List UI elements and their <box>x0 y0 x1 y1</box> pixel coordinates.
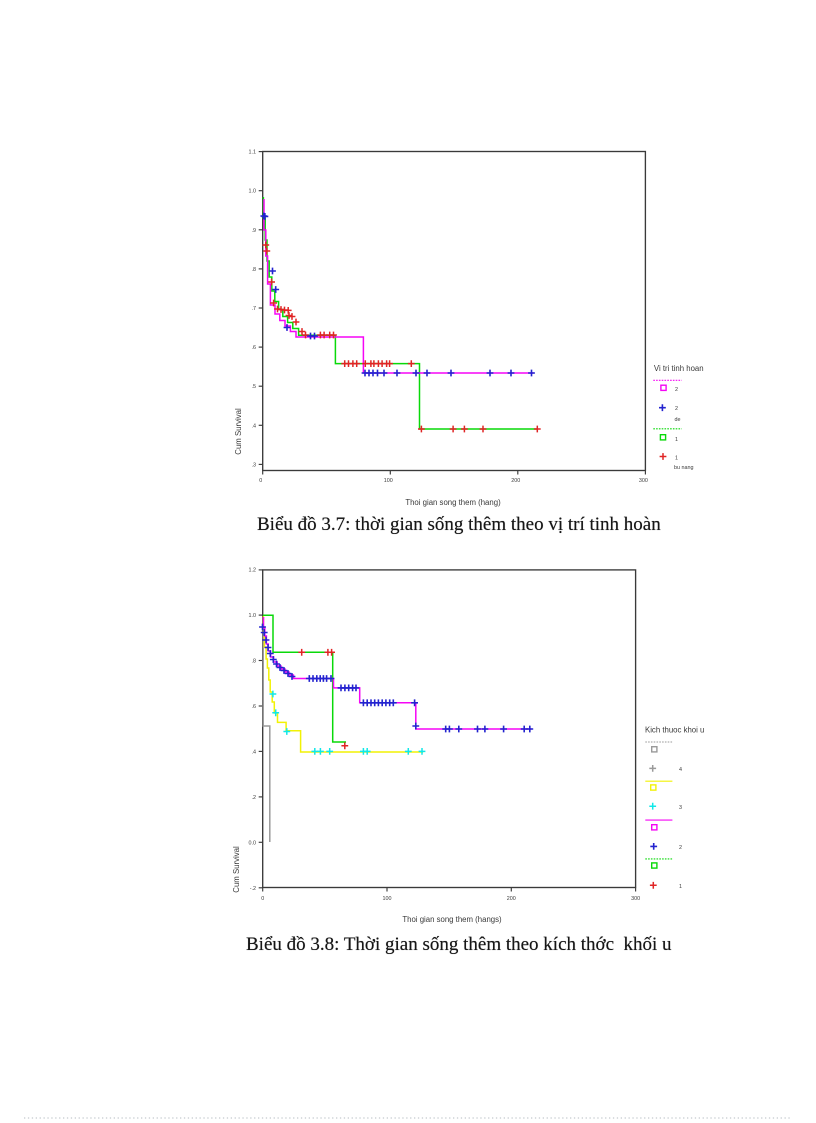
svg-text:.3: .3 <box>252 462 257 468</box>
svg-text:1.0: 1.0 <box>249 189 257 195</box>
svg-text:.8: .8 <box>252 659 257 665</box>
svg-text:bu nang: bu nang <box>674 465 694 471</box>
svg-text:100: 100 <box>383 896 392 902</box>
svg-text:Thoi gian song them (hangs): Thoi gian song them (hangs) <box>402 915 502 924</box>
svg-text:.6: .6 <box>252 345 257 351</box>
svg-text:1.2: 1.2 <box>249 568 257 574</box>
svg-text:200: 200 <box>507 896 516 902</box>
svg-text:300: 300 <box>631 896 640 902</box>
svg-text:Cum Survival: Cum Survival <box>234 408 243 455</box>
svg-text:.9: .9 <box>252 228 257 234</box>
svg-text:Thoi gian song them (hang): Thoi gian song them (hang) <box>405 498 501 507</box>
svg-text:2: 2 <box>675 406 678 412</box>
svg-text:1: 1 <box>675 456 678 462</box>
svg-text:1.1: 1.1 <box>249 150 257 156</box>
svg-text:.4: .4 <box>252 423 257 429</box>
svg-text:100: 100 <box>384 478 393 484</box>
svg-text:0: 0 <box>259 478 262 484</box>
svg-text:.5: .5 <box>252 384 257 390</box>
svg-text:.2: .2 <box>252 795 257 801</box>
svg-text:.7: .7 <box>252 306 257 312</box>
svg-text:1: 1 <box>679 884 682 890</box>
svg-text:1.0: 1.0 <box>249 613 257 619</box>
svg-text:.6: .6 <box>252 704 257 710</box>
svg-text:Cum Survival: Cum Survival <box>232 846 241 893</box>
svg-text:2: 2 <box>675 387 678 393</box>
svg-text:1: 1 <box>675 437 678 443</box>
svg-text:4: 4 <box>679 767 682 773</box>
svg-text:0: 0 <box>261 896 264 902</box>
svg-text:Kich thuoc khoi u: Kich thuoc khoi u <box>645 726 704 735</box>
svg-text:2: 2 <box>679 845 682 851</box>
svg-text:0.0: 0.0 <box>249 840 257 846</box>
svg-text:200: 200 <box>511 478 520 484</box>
svg-text:.8: .8 <box>252 267 257 273</box>
svg-text:.4: .4 <box>252 749 257 755</box>
svg-text:3: 3 <box>679 805 682 811</box>
svg-text:Vi tri tinh hoan: Vi tri tinh hoan <box>654 364 704 373</box>
svg-text:300: 300 <box>639 478 648 484</box>
svg-text:de: de <box>675 417 681 423</box>
svg-text:-.2: -.2 <box>250 886 256 892</box>
